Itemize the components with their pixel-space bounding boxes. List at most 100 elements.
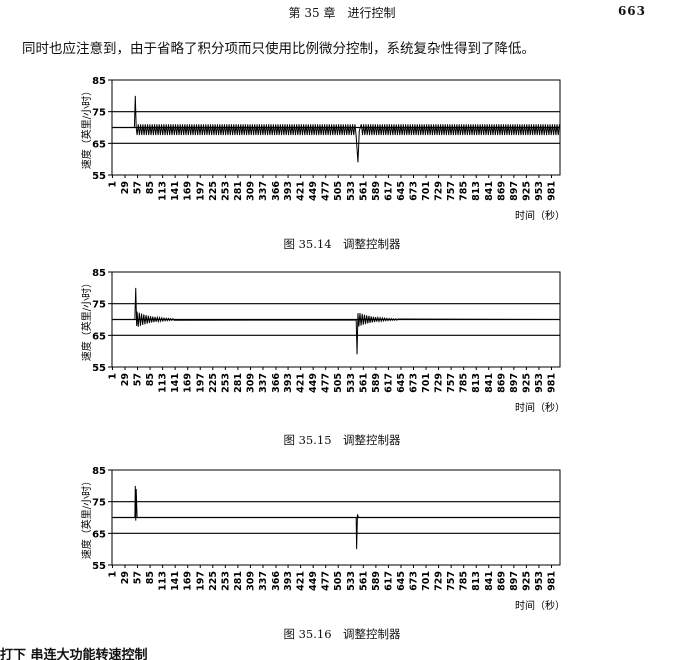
speed-series [112,287,561,355]
x-tick-label: 729 [434,373,445,393]
x-tick-label: 589 [371,181,382,201]
x-axis-label: 时间（秒） [515,401,565,414]
y-tick-label: 65 [92,331,106,342]
x-tick-label: 785 [459,373,470,393]
x-tick-label: 393 [283,373,294,393]
x-tick-label: 617 [383,181,394,201]
x-tick-label: 645 [396,373,407,393]
x-tick-label: 113 [158,181,169,201]
x-tick-label: 85 [145,181,156,194]
x-tick-label: 366 [271,571,282,591]
speed-series [112,485,560,550]
speed-series [112,95,560,163]
x-tick-label: 617 [383,571,394,591]
x-tick-label: 757 [446,571,457,591]
x-tick-label: 309 [245,181,256,201]
x-tick-label: 953 [534,373,545,393]
x-tick-label: 981 [546,373,557,393]
x-tick-label: 309 [245,571,256,591]
x-tick-label: 393 [283,571,294,591]
y-tick-label: 85 [92,268,106,279]
x-tick-label: 561 [358,373,369,393]
chapter-title: 第 35 章 进行控制 [288,6,396,20]
x-tick-label: 253 [220,373,231,393]
x-tick-label: 449 [308,373,319,393]
x-tick-label: 169 [183,571,194,591]
x-tick-label: 57 [133,571,144,584]
x-tick-label: 701 [421,181,432,201]
x-tick-label: 449 [308,571,319,591]
y-tick-label: 85 [92,76,106,87]
x-tick-label: 281 [233,181,244,201]
x-tick-label: 897 [509,373,520,393]
x-tick-label: 925 [521,373,532,393]
x-tick-label: 533 [346,571,357,591]
x-tick-label: 897 [509,181,520,201]
figure-3-caption: 图 35.16 调整控制器 [283,627,401,641]
x-tick-label: 141 [170,373,181,393]
x-tick-label: 85 [145,571,156,584]
y-axis-label: 速度（英里/小时） [80,476,93,559]
x-tick-label: 897 [509,571,520,591]
x-tick-label: 925 [521,181,532,201]
x-tick-label: 337 [258,181,269,201]
y-tick-label: 75 [92,498,106,509]
y-tick-label: 85 [92,466,106,477]
x-tick-label: 169 [183,181,194,201]
y-tick-label: 55 [92,561,106,572]
x-tick-label: 337 [258,571,269,591]
figure-1-caption: 图 35.14 调整控制器 [283,237,401,251]
x-tick-label: 1 [107,181,118,188]
figure-2-caption: 图 35.15 调整控制器 [283,433,401,447]
x-tick-label: 113 [158,571,169,591]
x-tick-label: 729 [434,571,445,591]
x-tick-label: 785 [459,571,470,591]
page-header: 第 35 章 进行控制 663 [0,4,684,22]
y-tick-label: 75 [92,300,106,311]
x-tick-label: 225 [208,181,219,201]
x-tick-label: 253 [220,181,231,201]
x-tick-label: 645 [396,181,407,201]
x-tick-label: 813 [471,181,482,201]
x-tick-label: 981 [546,571,557,591]
x-tick-label: 925 [521,571,532,591]
y-axis-label: 速度（英里/小时） [80,278,93,361]
x-tick-label: 393 [283,181,294,201]
y-tick-label: 65 [92,139,106,150]
x-tick-label: 366 [271,373,282,393]
x-tick-label: 85 [145,373,156,386]
x-tick-label: 29 [120,373,131,386]
x-tick-label: 757 [446,373,457,393]
x-tick-label: 617 [383,373,394,393]
x-tick-label: 533 [346,373,357,393]
x-tick-label: 841 [484,571,495,591]
x-tick-label: 141 [170,571,181,591]
x-tick-label: 561 [358,181,369,201]
x-tick-label: 225 [208,373,219,393]
x-tick-label: 589 [371,571,382,591]
x-tick-label: 141 [170,181,181,201]
x-tick-label: 421 [296,373,307,393]
x-tick-label: 197 [195,373,206,393]
x-tick-label: 477 [321,571,332,591]
x-tick-label: 421 [296,571,307,591]
x-tick-label: 449 [308,181,319,201]
x-tick-label: 505 [333,373,344,393]
y-axis-label: 速度（英里/小时） [80,86,93,169]
x-tick-label: 281 [233,571,244,591]
x-tick-label: 953 [534,181,545,201]
x-tick-label: 813 [471,373,482,393]
x-tick-label: 57 [133,181,144,194]
footer-fragment: 打下 串连大功能转速控制 [0,648,148,660]
x-tick-label: 673 [409,181,420,201]
x-tick-label: 366 [271,181,282,201]
x-tick-label: 533 [346,181,357,201]
x-tick-label: 701 [421,373,432,393]
x-tick-label: 869 [496,373,507,393]
x-tick-label: 1 [107,571,118,578]
x-tick-label: 477 [321,373,332,393]
x-tick-label: 253 [220,571,231,591]
